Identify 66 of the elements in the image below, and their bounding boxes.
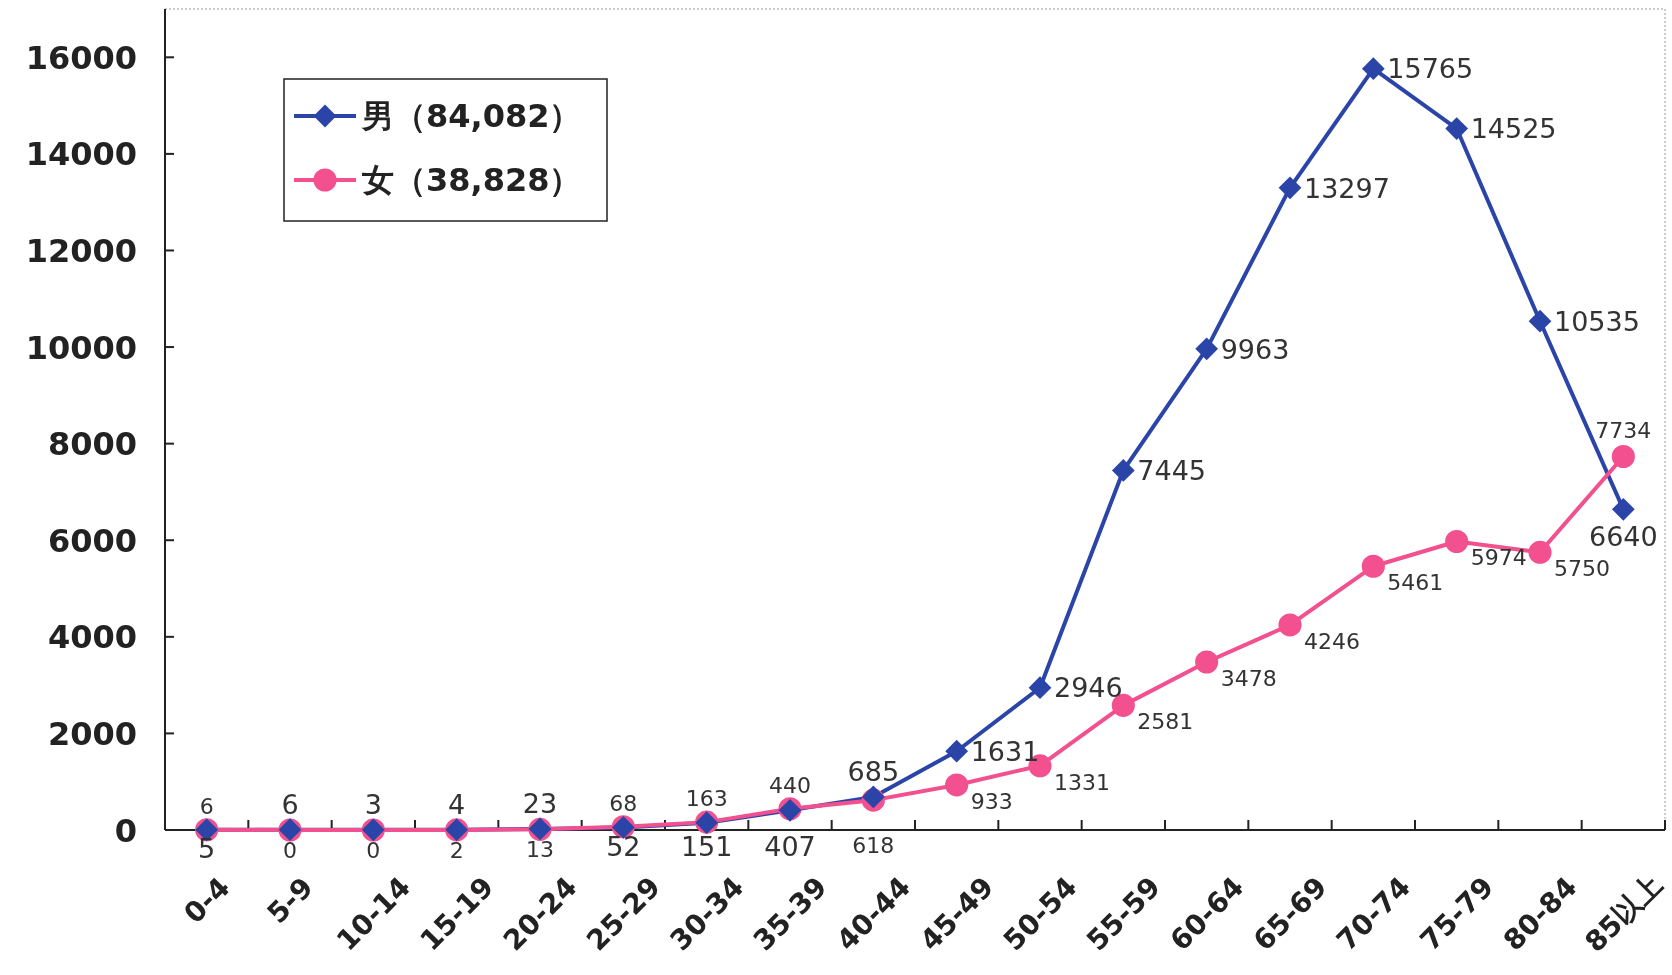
point	[1278, 613, 1302, 637]
point	[1361, 554, 1385, 578]
data-label: 2	[449, 837, 464, 863]
y-tick-label: 2000	[47, 714, 137, 753]
point	[1195, 337, 1219, 361]
y-tick-label: 8000	[47, 425, 137, 464]
data-label: 13	[526, 837, 554, 863]
y-tick-label: 16000	[25, 38, 137, 77]
point	[1445, 529, 1469, 554]
data-label: 151	[680, 831, 733, 863]
data-label: 685	[847, 755, 900, 787]
data-label: 440	[769, 772, 811, 798]
data-label: 7445	[1137, 455, 1207, 487]
y-tick-label: 4000	[47, 618, 137, 657]
data-label: 23	[522, 787, 558, 819]
data-label: 933	[970, 788, 1013, 814]
data-label: 5461	[1387, 570, 1444, 596]
data-label: 3478	[1220, 666, 1277, 692]
point	[1361, 57, 1385, 81]
y-tick-label: 12000	[25, 231, 137, 270]
data-label: 6640	[1588, 520, 1658, 552]
data-label: 13297	[1304, 172, 1390, 204]
data-label: 3	[364, 788, 382, 820]
data-label: 1331	[1054, 769, 1110, 795]
data-label: 5	[198, 832, 216, 864]
data-label: 163	[685, 786, 728, 812]
legend-label: 女（38,828）	[361, 161, 582, 199]
point	[1111, 459, 1135, 482]
point	[1278, 176, 1302, 200]
data-label: 407	[764, 831, 816, 863]
point	[1528, 309, 1552, 333]
y-tick-label: 6000	[47, 521, 137, 560]
point	[945, 739, 969, 763]
data-label: 4246	[1304, 628, 1360, 654]
data-label: 14525	[1470, 113, 1557, 145]
data-label: 0	[366, 838, 381, 863]
data-label: 1631	[970, 735, 1040, 767]
data-label: 5750	[1554, 556, 1610, 582]
point	[1445, 117, 1469, 140]
data-label: 618	[852, 832, 895, 858]
data-label: 2581	[1137, 709, 1194, 735]
y-tick-label: 14000	[25, 135, 137, 174]
data-label: 5974	[1470, 545, 1527, 571]
point	[945, 773, 969, 797]
x-tick-label: 0-4	[177, 870, 237, 930]
legend-label: 男（84,082）	[361, 97, 582, 135]
data-label: 0	[283, 838, 297, 863]
point	[1611, 444, 1635, 469]
point	[1611, 497, 1635, 521]
point	[1528, 540, 1552, 564]
data-label: 6	[281, 788, 299, 820]
data-label: 7734	[1595, 418, 1652, 444]
data-label: 68	[609, 790, 638, 816]
data-label: 10535	[1554, 305, 1640, 337]
data-label: 6	[199, 793, 214, 819]
point	[1195, 650, 1219, 674]
data-label: 9963	[1220, 333, 1290, 365]
x-tick-label: 5-9	[260, 870, 320, 930]
data-label: 15765	[1387, 53, 1474, 85]
data-label: 4	[448, 788, 466, 820]
x-tick-label: 85以上	[1578, 868, 1669, 959]
data-label: 52	[606, 831, 641, 863]
data-label: 2946	[1054, 672, 1123, 704]
point	[1028, 676, 1052, 700]
y-tick-label: 10000	[25, 328, 137, 367]
y-tick-label: 0	[114, 811, 137, 850]
